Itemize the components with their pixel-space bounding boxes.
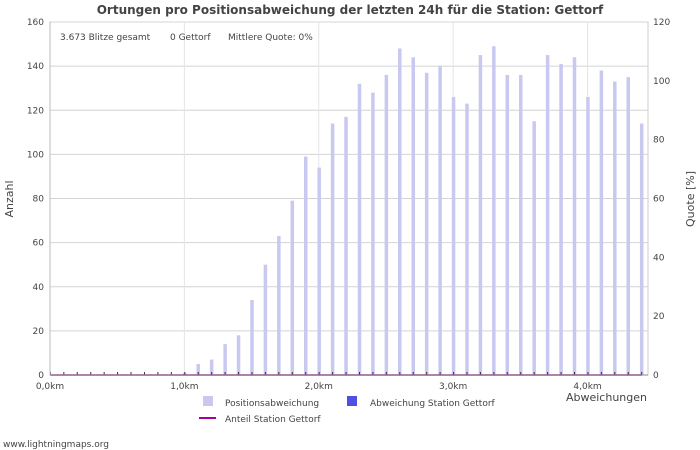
summary-station: 0 Gettorf: [170, 33, 211, 43]
y-tick-label: 100: [27, 150, 44, 160]
bar-positionsabweichung: [357, 83, 362, 376]
bar-positionsabweichung: [613, 81, 617, 375]
x-tick-label: 0,0km: [36, 382, 64, 392]
x-tick-label: 1,0km: [170, 382, 198, 392]
y-tick-label: 160: [27, 18, 44, 28]
bar-positionsabweichung: [599, 70, 604, 375]
bar-positionsabweichung: [572, 57, 577, 376]
bar-positionsabweichung: [223, 344, 227, 375]
y-tick-label: 20: [33, 327, 45, 337]
axes: [49, 22, 648, 376]
bar-positionsabweichung: [317, 167, 321, 375]
bar-series: [49, 46, 644, 376]
bar-positionsabweichung: [411, 57, 415, 376]
bar-positionsabweichung: [277, 236, 281, 375]
bar-positionsabweichung: [344, 116, 348, 376]
bar-positionsabweichung: [398, 48, 402, 375]
bar-positionsabweichung: [518, 74, 523, 375]
y2-tick-label: 20: [653, 312, 665, 322]
y2-axis-label: Quote [%]: [684, 171, 697, 227]
bar-positionsabweichung: [303, 156, 308, 375]
bar-positionsabweichung: [545, 55, 550, 375]
bar-positionsabweichung: [465, 103, 469, 375]
bar-positionsabweichung: [236, 335, 241, 375]
gridlines: [49, 21, 649, 376]
bar-positionsabweichung: [290, 200, 295, 375]
y2-tick-label: 80: [653, 136, 665, 146]
chart-title: Ortungen pro Positionsabweichung der let…: [97, 3, 604, 17]
y2-tick-label: 120: [653, 18, 670, 28]
legend: Positionsabweichung Abweichung Station G…: [199, 396, 496, 425]
bar-positionsabweichung: [492, 46, 496, 376]
summary-total: 3.673 Blitze gesamt: [60, 33, 151, 43]
legend-swatch-abweichung-station: [347, 396, 357, 406]
bar-positionsabweichung: [209, 359, 214, 375]
legend-label-abweichung-station: Abweichung Station Gettorf: [370, 399, 496, 409]
x-tick-label: 2,0km: [305, 382, 333, 392]
bar-positionsabweichung: [478, 55, 483, 375]
legend-label-anteil-station: Anteil Station Gettorf: [225, 415, 321, 425]
bar-positionsabweichung: [196, 363, 200, 375]
y2-tick-label: 100: [653, 77, 670, 87]
bar-positionsabweichung: [330, 123, 335, 375]
bar-positionsabweichung: [451, 97, 456, 375]
legend-swatch-positionsabweichung: [203, 396, 213, 406]
y-tick-label: 140: [27, 62, 44, 72]
summary-quota: Mittlere Quote: 0%: [228, 33, 313, 43]
bar-positionsabweichung: [639, 123, 644, 375]
bar-positionsabweichung: [384, 74, 389, 375]
x-tick-label: 3,0km: [439, 382, 467, 392]
y-tick-label: 60: [33, 239, 45, 249]
bar-positionsabweichung: [559, 63, 563, 375]
bar-positionsabweichung: [505, 74, 510, 375]
tick-labels: 0 20 40 60 80 100 120 140 160 0 20 40 60 80 100 120 0,0k…: [27, 18, 671, 392]
y2-tick-label: 60: [653, 195, 665, 205]
bar-positionsabweichung: [424, 72, 429, 376]
legend-label-positionsabweichung: Positionsabweichung: [225, 399, 319, 409]
bar-positionsabweichung: [371, 92, 375, 375]
y-axis-label: Anzahl: [3, 180, 16, 217]
y-tick-label: 120: [27, 106, 44, 116]
bar-positionsabweichung: [438, 66, 442, 375]
bar-positionsabweichung: [250, 299, 254, 375]
credit-text: www.lightningmaps.org: [3, 440, 109, 450]
y-tick-label: 80: [33, 195, 45, 205]
bar-positionsabweichung: [263, 264, 268, 375]
y-tick-label: 0: [38, 371, 44, 381]
bar-positionsabweichung: [586, 97, 590, 375]
bar-positionsabweichung: [626, 77, 630, 375]
y2-tick-label: 0: [653, 371, 659, 381]
x-tick-label: 4,0km: [573, 382, 601, 392]
bar-positionsabweichung: [532, 121, 536, 375]
y-tick-label: 40: [33, 283, 45, 293]
y2-tick-label: 40: [653, 253, 665, 263]
x-axis-label: Abweichungen: [566, 391, 647, 404]
